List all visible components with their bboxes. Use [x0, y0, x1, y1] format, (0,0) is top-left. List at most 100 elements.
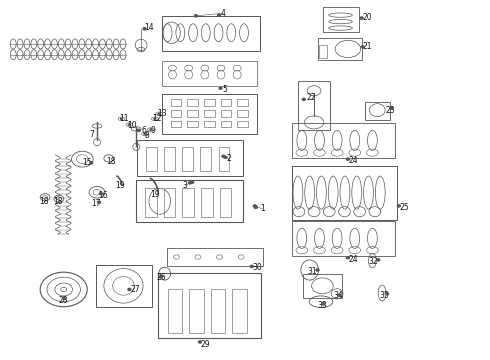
Text: 5: 5	[222, 85, 227, 94]
Bar	[171, 99, 181, 106]
Bar	[136, 180, 243, 222]
Text: 26: 26	[157, 274, 167, 282]
Text: 11: 11	[119, 114, 128, 123]
Text: 27: 27	[130, 285, 140, 294]
Bar	[158, 273, 261, 338]
Circle shape	[154, 118, 156, 120]
Circle shape	[377, 259, 380, 261]
Bar	[167, 248, 263, 266]
Bar	[318, 38, 362, 60]
Bar	[204, 121, 215, 127]
Circle shape	[360, 17, 363, 19]
Text: 29: 29	[200, 340, 210, 348]
Circle shape	[160, 275, 163, 278]
Text: 22: 22	[307, 93, 317, 102]
Bar	[303, 274, 342, 298]
Circle shape	[390, 107, 392, 109]
Text: 18: 18	[106, 157, 116, 166]
Bar	[162, 16, 260, 51]
Circle shape	[222, 155, 225, 157]
Text: 9: 9	[150, 126, 155, 135]
Text: 15: 15	[82, 158, 92, 167]
Bar	[162, 61, 257, 86]
Bar	[298, 81, 330, 130]
Bar	[211, 289, 225, 333]
Text: 17: 17	[91, 199, 100, 208]
Text: 13: 13	[157, 109, 167, 118]
Bar	[292, 221, 395, 256]
Bar	[237, 110, 248, 117]
Circle shape	[218, 14, 220, 16]
Text: 10: 10	[127, 121, 137, 130]
Circle shape	[322, 303, 325, 305]
Text: 35: 35	[380, 291, 390, 300]
Text: 12: 12	[152, 114, 162, 123]
Bar	[220, 188, 231, 217]
Bar	[318, 45, 327, 58]
Bar	[237, 121, 248, 127]
Bar	[146, 147, 157, 171]
Circle shape	[195, 15, 197, 17]
Bar	[171, 110, 181, 117]
Circle shape	[253, 205, 256, 207]
Circle shape	[98, 201, 100, 203]
Text: 31: 31	[308, 267, 318, 276]
Circle shape	[254, 206, 257, 208]
Circle shape	[219, 87, 222, 89]
Circle shape	[143, 28, 146, 30]
Bar	[182, 147, 193, 171]
Bar	[323, 7, 359, 32]
Circle shape	[346, 257, 349, 259]
Circle shape	[158, 113, 160, 114]
Circle shape	[198, 341, 201, 343]
Circle shape	[338, 294, 341, 296]
Bar	[96, 265, 152, 307]
Text: 25: 25	[400, 203, 410, 212]
Bar	[164, 188, 175, 217]
Bar	[237, 99, 248, 106]
Text: 33: 33	[318, 301, 327, 310]
Bar	[189, 289, 204, 333]
Circle shape	[62, 297, 65, 299]
Text: 19: 19	[150, 190, 160, 199]
Text: 2: 2	[227, 154, 232, 163]
Bar	[201, 188, 213, 217]
Text: 8: 8	[145, 131, 149, 140]
Bar	[365, 102, 390, 120]
Circle shape	[128, 124, 130, 125]
Bar	[219, 147, 229, 171]
Bar	[200, 147, 211, 171]
Text: 19: 19	[115, 181, 125, 190]
Bar	[220, 99, 231, 106]
Circle shape	[250, 265, 253, 267]
Text: 28: 28	[59, 296, 69, 305]
Bar	[137, 140, 243, 176]
Bar	[204, 110, 215, 117]
Circle shape	[144, 133, 146, 135]
Circle shape	[316, 269, 319, 271]
Bar	[220, 110, 231, 117]
Bar	[162, 94, 257, 134]
Text: 1: 1	[260, 204, 265, 213]
Circle shape	[128, 288, 131, 291]
Circle shape	[189, 182, 192, 184]
Bar	[220, 121, 231, 127]
Circle shape	[386, 293, 389, 295]
Bar	[168, 289, 182, 333]
Bar	[292, 123, 395, 158]
Bar	[182, 188, 194, 217]
Text: 23: 23	[385, 106, 395, 114]
Text: 3: 3	[183, 180, 188, 189]
Text: 7: 7	[90, 130, 95, 139]
Text: 21: 21	[363, 42, 372, 51]
Text: 32: 32	[368, 257, 378, 266]
Text: 18: 18	[39, 197, 49, 206]
Circle shape	[346, 158, 349, 160]
Circle shape	[137, 129, 140, 131]
Circle shape	[121, 118, 122, 120]
Text: 4: 4	[220, 9, 225, 18]
Bar	[187, 110, 198, 117]
Text: 24: 24	[349, 255, 359, 264]
Circle shape	[361, 46, 364, 48]
Text: 14: 14	[145, 23, 154, 32]
